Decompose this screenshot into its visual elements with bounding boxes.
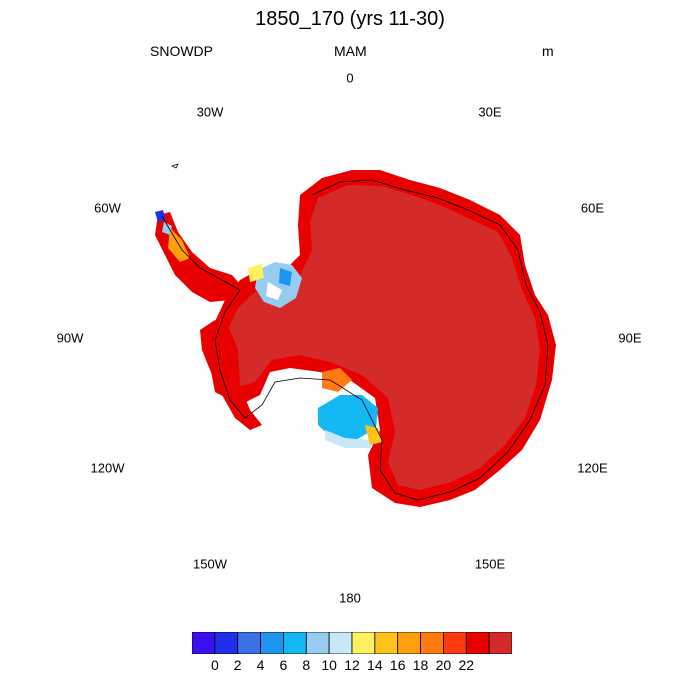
longitude-label: 150E <box>474 556 506 571</box>
colorbar-tick-label: 18 <box>412 657 429 673</box>
colorbar <box>192 632 512 654</box>
colorbar-tick-label: 0 <box>210 657 219 673</box>
ross-low-snow <box>318 395 378 440</box>
longitude-label: 30E <box>478 104 502 120</box>
peninsula-light-patch <box>162 222 172 235</box>
longitude-label: 0 <box>346 70 354 86</box>
longitude-label: 60W <box>94 200 121 216</box>
weddell-yellow <box>248 264 264 282</box>
longitude-label: 60E <box>580 200 605 216</box>
peninsula-tip <box>155 210 166 222</box>
weddell-white <box>266 282 282 300</box>
colorbar-tick-label: 14 <box>367 657 383 673</box>
figure-title: 1850_170 (yrs 11-30) <box>255 8 445 30</box>
colorbar-swatch <box>374 632 399 654</box>
colorbar-swatch <box>305 632 330 654</box>
colorbar-swatch <box>443 632 467 654</box>
colorbar-tick-label: 22 <box>458 657 475 673</box>
ross-orange <box>322 368 352 392</box>
longitude-label: 90E <box>618 330 642 346</box>
longitude-label: 120E <box>577 460 608 476</box>
units-label: m <box>542 43 554 59</box>
colorbar-swatch <box>420 632 444 654</box>
colorbar-tick-label: 6 <box>279 657 288 673</box>
longitude-label: 180 <box>339 590 361 606</box>
colorbar-tick-label: 8 <box>302 657 311 673</box>
ross-light <box>325 430 372 448</box>
colorbar-swatch <box>260 632 284 654</box>
island-outline <box>170 163 179 169</box>
colorbar-tick-label: 12 <box>344 657 360 673</box>
colorbar-swatch <box>328 632 353 654</box>
longitude-label: 150W <box>193 556 227 571</box>
colorbar-tick-label: 4 <box>256 657 265 673</box>
longitude-label: 30W <box>196 104 224 120</box>
colorbar-swatch <box>283 632 307 654</box>
antarctica-snow-depth-field <box>155 163 556 507</box>
colorbar-swatch <box>465 632 490 654</box>
colorbar-tick-label: 20 <box>435 657 452 673</box>
weddell-blue <box>279 268 292 286</box>
west-antarctica-region <box>200 320 262 430</box>
antarctic-peninsula <box>155 212 245 302</box>
colorbar-swatch <box>397 632 421 654</box>
coastline <box>161 179 549 501</box>
colorbar-tick-label: 16 <box>389 657 406 673</box>
ross-yellow <box>365 425 382 445</box>
colorbar-swatch <box>351 632 376 654</box>
season-label: MAM <box>334 43 367 59</box>
colorbar-swatch <box>488 632 512 654</box>
variable-label: SNOWDP <box>150 43 213 59</box>
colorbar-swatch <box>192 632 216 654</box>
colorbar-tick-label: 2 <box>233 657 242 673</box>
longitude-label: 90W <box>56 330 84 346</box>
longitude-label: 120W <box>90 460 125 476</box>
east-antarctica-interior <box>222 185 540 490</box>
colorbar-swatch <box>237 632 261 654</box>
colorbar-tick-label: 10 <box>321 657 337 673</box>
colorbar-swatch <box>214 632 239 654</box>
